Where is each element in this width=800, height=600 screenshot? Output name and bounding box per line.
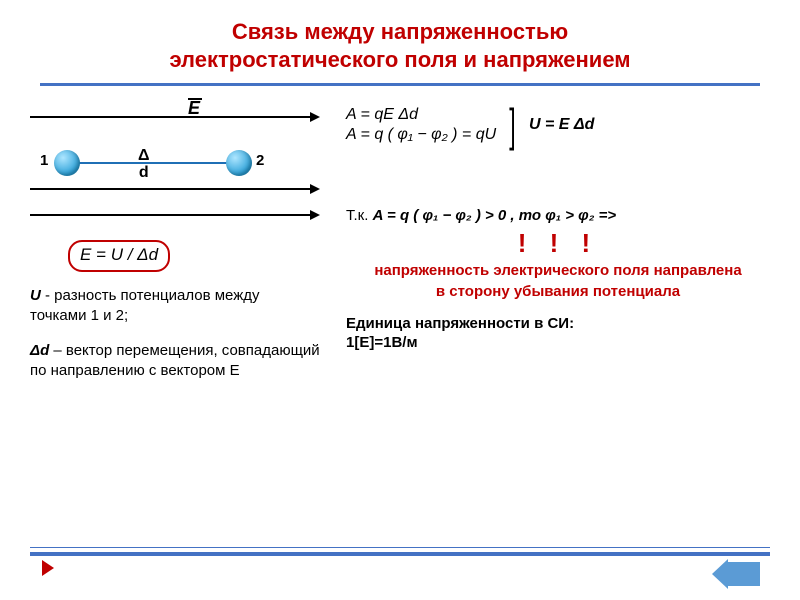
e-vector-label: E (188, 98, 200, 119)
title-line-1: Связь между напряженностью (232, 19, 568, 44)
left-column: E 1 2 Δ d E = U / Δd U - разность потенц… (30, 104, 320, 381)
play-icon[interactable] (42, 560, 54, 576)
unit-line-1: Единица напряженности в СИ: (346, 315, 574, 332)
arrowhead-icon (310, 112, 320, 122)
field-line (30, 214, 310, 216)
right-column: A = qE Δd A = q ( φ₁ − φ₂ ) = qU ] U = E… (346, 104, 770, 381)
unit-line-2: 1[E]=1В/м (346, 334, 418, 351)
boxed-formula-text: E = U / Δd (80, 245, 158, 264)
content-row: E 1 2 Δ d E = U / Δd U - разность потенц… (30, 104, 770, 381)
displacement-vector (68, 162, 238, 164)
eq-1: A = qE Δd (346, 106, 496, 124)
u-term: U (30, 287, 41, 304)
statement-line-1: напряженность электрического поля направ… (374, 262, 741, 279)
arrowhead-icon (310, 184, 320, 194)
statement-line-2: в сторону убывания потенциала (436, 283, 680, 300)
equation-pair: A = qE Δd A = q ( φ₁ − φ₂ ) = qU (346, 104, 496, 146)
charge-2 (226, 150, 252, 176)
field-line (30, 188, 310, 190)
title-line-2: электростатического поля и напряжением (169, 47, 630, 72)
u-definition: U - разность потенциалов между точками 1… (30, 286, 320, 327)
charge-2-label: 2 (256, 152, 264, 169)
page-title: Связь между напряженностью электростатич… (30, 18, 770, 73)
field-diagram: E 1 2 Δ d (30, 104, 310, 224)
eq-result: U = E Δd (529, 116, 594, 134)
field-line (30, 116, 310, 118)
conclusion: Т.к. A = q ( φ₁ − φ₂ ) > 0 , то φ₁ > φ₂ … (346, 206, 770, 226)
equation-group: A = qE Δd A = q ( φ₁ − φ₂ ) = qU ] U = E… (346, 104, 770, 146)
statement: напряженность электрического поля направ… (346, 261, 770, 302)
arrowhead-icon (310, 210, 320, 220)
charge-1-label: 1 (40, 152, 48, 169)
boxed-formula: E = U / Δd (68, 240, 170, 272)
delta-d-label: Δ d (138, 148, 150, 182)
d-definition: Δd – вектор перемещения, совпадающий по … (30, 341, 320, 382)
exclamation: ! ! ! (346, 228, 770, 259)
eq-2: A = q ( φ₁ − φ₂ ) = qU (346, 126, 496, 144)
nav-back-button[interactable] (726, 562, 760, 586)
u-text: - разность потенциалов между точками 1 и… (30, 287, 260, 324)
unit-block: Единица напряженности в СИ: 1[E]=1В/м (346, 314, 770, 353)
d-text: – вектор перемещения, совпадающий по нап… (30, 342, 320, 379)
conclusion-prefix: Т.к. (346, 207, 373, 224)
d-symbol: d (139, 164, 149, 181)
eq-1-text: A = qE Δd (346, 106, 418, 123)
divider-bottom-thin (30, 547, 770, 548)
eq-2-text: A = q ( φ₁ − φ₂ ) = qU (346, 126, 496, 143)
delta-symbol: Δ (138, 147, 150, 164)
bracket-icon: ] (509, 105, 515, 145)
divider-top (40, 83, 760, 86)
divider-bottom (30, 552, 770, 556)
eq-result-text: U = E Δd (529, 116, 594, 133)
d-term: Δd (30, 342, 49, 359)
charge-1 (54, 150, 80, 176)
conclusion-math: A = q ( φ₁ − φ₂ ) > 0 , то φ₁ > φ₂ => (373, 207, 617, 224)
